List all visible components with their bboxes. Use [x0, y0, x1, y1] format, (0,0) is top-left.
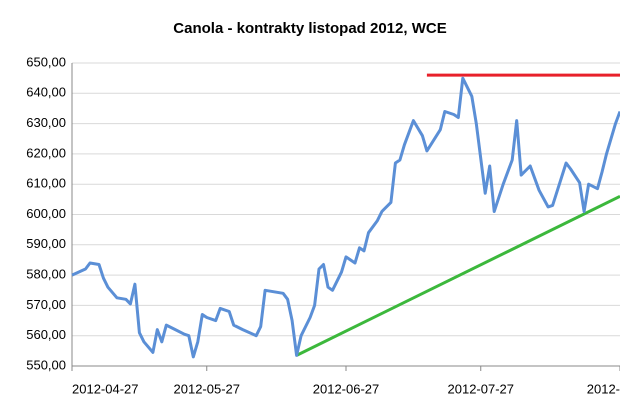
y-tick-label: 590,00: [26, 236, 66, 251]
x-tick-label: 2012-05-27: [174, 381, 241, 396]
y-tick-label: 620,00: [26, 145, 66, 160]
y-tick-label: 550,00: [26, 357, 66, 372]
chart-title: Canola - kontrakty listopad 2012, WCE: [173, 20, 446, 37]
y-tick-label: 650,00: [26, 54, 66, 69]
x-tick-label: 2012-08-27: [587, 381, 620, 396]
trend-line: [295, 194, 620, 357]
x-tick-label: 2012-04-27: [72, 381, 139, 396]
y-tick-label: 630,00: [26, 115, 66, 130]
y-tick-label: 560,00: [26, 327, 66, 342]
y-tick-label: 580,00: [26, 267, 66, 282]
x-tick-label: 2012-06-27: [313, 381, 380, 396]
y-tick-label: 610,00: [26, 176, 66, 191]
y-tick-label: 570,00: [26, 297, 66, 312]
series-line: [71, 76, 620, 359]
x-tick-label: 2012-07-27: [448, 381, 515, 396]
y-tick-label: 640,00: [26, 85, 66, 100]
y-tick-label: 600,00: [26, 206, 66, 221]
